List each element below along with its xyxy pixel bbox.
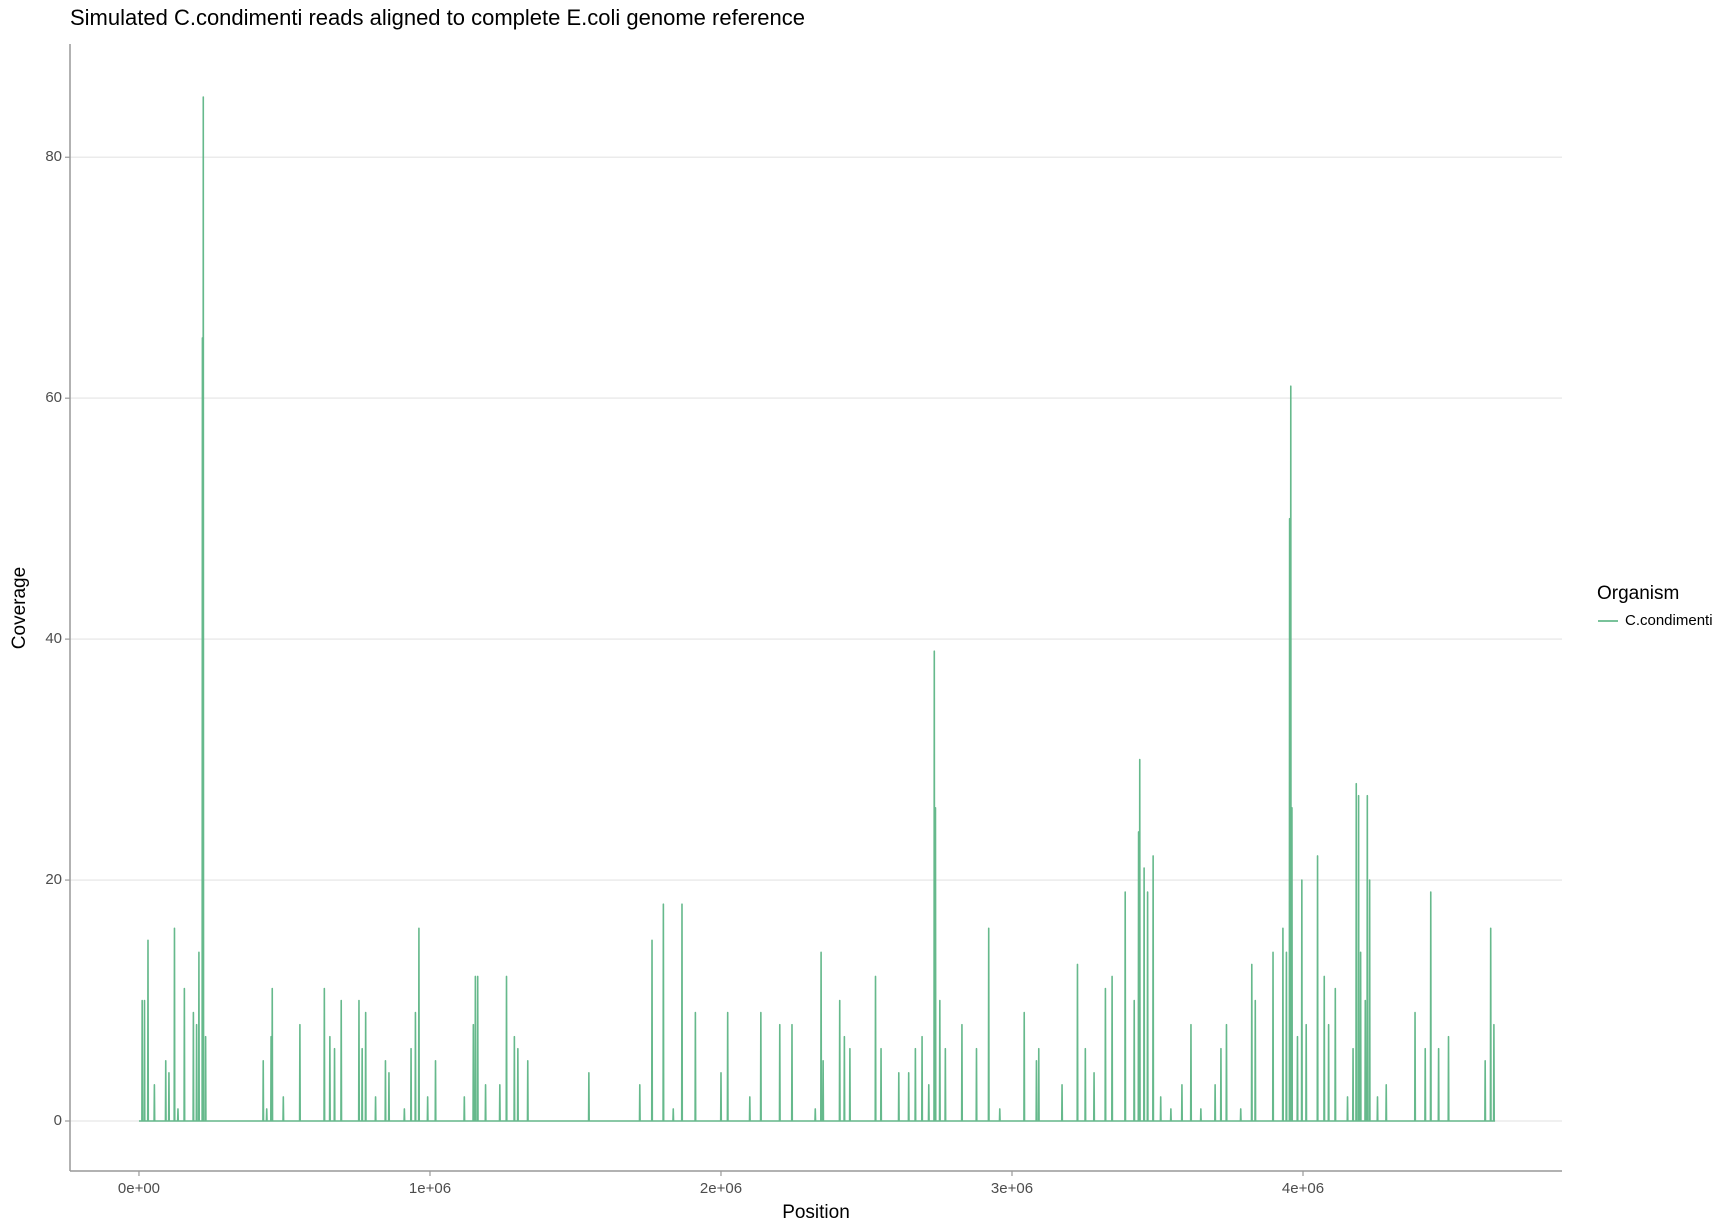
legend-label: C.condimenti xyxy=(1625,612,1713,629)
y-tick-label: 80 xyxy=(45,148,62,165)
y-tick-label: 0 xyxy=(54,1112,62,1129)
x-tick-label: 0e+00 xyxy=(118,1180,160,1197)
y-axis-label: Coverage xyxy=(9,567,30,649)
legend-title: Organism xyxy=(1597,583,1679,604)
y-tick-label: 40 xyxy=(45,630,62,647)
x-axis-label: Position xyxy=(782,1202,850,1223)
chart-title: Simulated C.condimenti reads aligned to … xyxy=(70,5,805,30)
x-tick-label: 3e+06 xyxy=(991,1180,1033,1197)
series-line xyxy=(138,96,1496,1122)
x-tick-label: 4e+06 xyxy=(1282,1180,1324,1197)
x-tick-label: 1e+06 xyxy=(409,1180,451,1197)
y-tick-label: 60 xyxy=(45,389,62,406)
x-tick-label: 2e+06 xyxy=(700,1180,742,1197)
y-tick-label: 20 xyxy=(45,871,62,888)
